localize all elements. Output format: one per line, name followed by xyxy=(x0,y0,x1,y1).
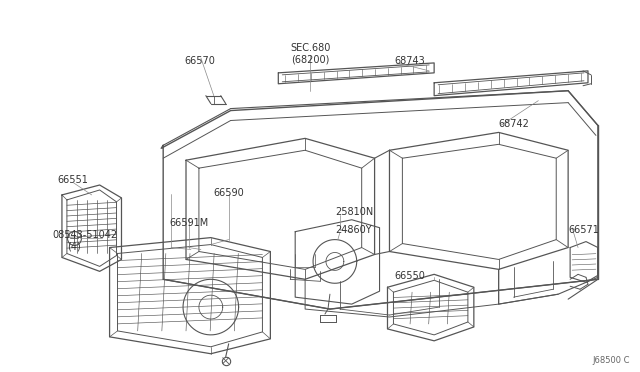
Text: 25810N: 25810N xyxy=(335,207,373,217)
Text: 66550: 66550 xyxy=(394,271,425,281)
Text: 66590: 66590 xyxy=(213,188,244,198)
Text: J68500 C: J68500 C xyxy=(592,356,630,365)
Text: SEC.680
(68200): SEC.680 (68200) xyxy=(290,43,330,65)
Text: 66591M: 66591M xyxy=(170,218,209,228)
Text: 66570: 66570 xyxy=(184,56,215,66)
Text: 66571: 66571 xyxy=(568,225,599,235)
Text: 68742: 68742 xyxy=(499,119,529,128)
Text: 68743: 68743 xyxy=(394,56,425,66)
Text: 08543-51042: 08543-51042 xyxy=(52,230,117,240)
Text: 66551: 66551 xyxy=(57,175,88,185)
Text: (4): (4) xyxy=(67,241,81,251)
Text: 24860Y: 24860Y xyxy=(335,225,371,235)
